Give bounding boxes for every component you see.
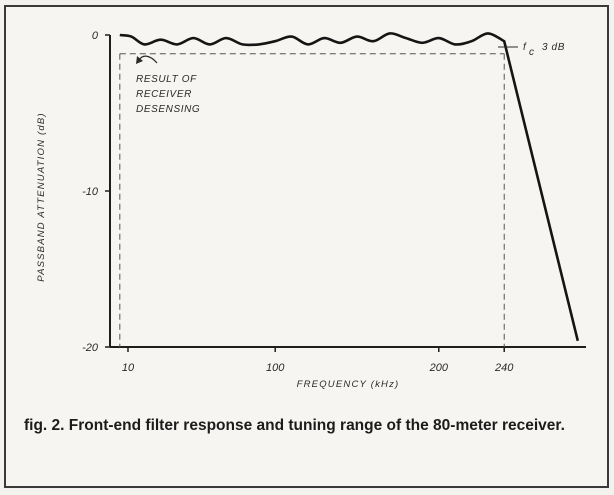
reference-lines	[119, 53, 505, 347]
cutoff-value: 3 dB	[542, 42, 565, 53]
desensing-label-line-2: RECEIVER	[136, 89, 192, 100]
x-tick-label: 240	[494, 362, 514, 374]
desensing-arrowhead	[136, 56, 143, 64]
x-tick-label: 200	[429, 362, 449, 374]
response-curve	[119, 32, 580, 342]
axis-ticks: 0 -10 -20 10 100 200 240	[82, 30, 514, 374]
x-tick-label: 10	[122, 362, 135, 374]
x-tick-label: 100	[266, 362, 285, 374]
desensing-arrow	[138, 55, 158, 64]
cutoff-symbol: f	[523, 42, 527, 53]
desensing-label-line-3: DESENSING	[136, 104, 200, 115]
y-tick-label: -10	[82, 186, 99, 198]
desensing-label-line-1: RESULT OF	[136, 74, 197, 85]
desensing-annotation: RESULT OF RECEIVER DESENSING	[136, 55, 200, 115]
figure-caption: fig. 2. Front-end filter response and tu…	[24, 417, 565, 434]
x-axis-title: FREQUENCY (kHz)	[297, 379, 400, 390]
figure-frame	[4, 5, 609, 488]
cutoff-subscript: c	[529, 47, 535, 58]
cutoff-annotation: f c 3 dB	[498, 42, 565, 58]
y-tick-label: -20	[82, 342, 99, 354]
y-tick-label: 0	[92, 30, 99, 42]
y-axis-title: PASSBAND ATTENUATION (dB)	[36, 112, 47, 282]
series-layer	[119, 32, 580, 342]
